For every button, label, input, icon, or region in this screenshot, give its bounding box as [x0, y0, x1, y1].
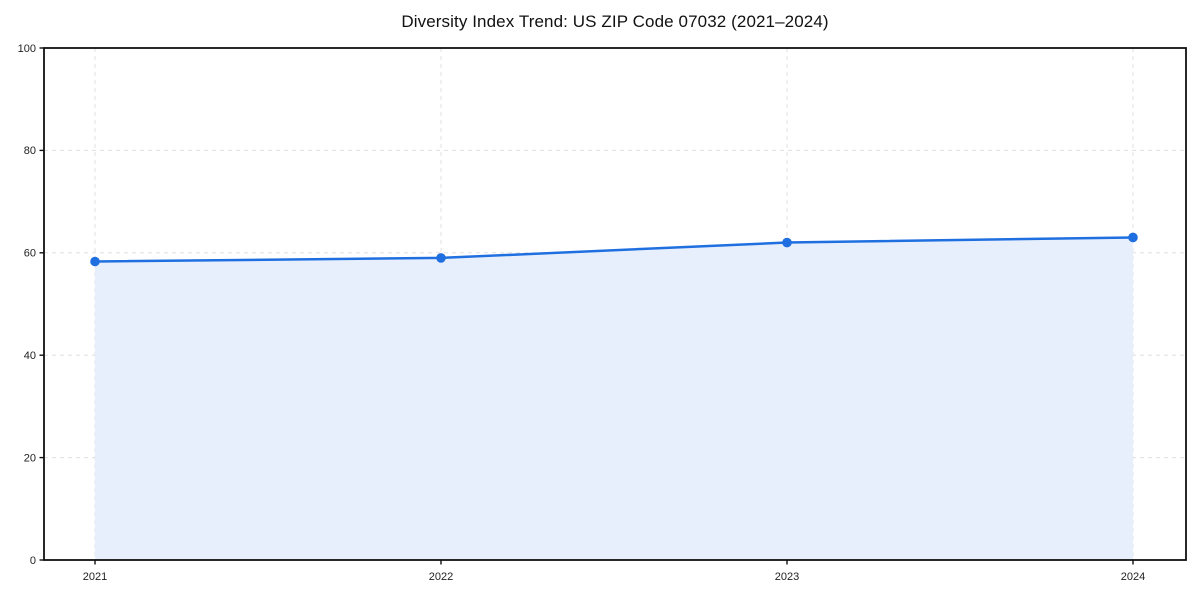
- y-tick-label: 20: [24, 452, 36, 464]
- x-axis: 2021 2022 2023 2024: [83, 560, 1145, 583]
- area-fill: [95, 237, 1133, 560]
- trend-line: [93, 236, 1135, 263]
- data-point-2024: [1128, 232, 1138, 243]
- data-point-2022: [436, 253, 446, 263]
- x-tick-label: 2024: [1121, 571, 1145, 583]
- y-tick-label: 40: [24, 350, 36, 362]
- x-tick-label: 2023: [775, 571, 799, 583]
- y-axis: 0 20 40 60 80 100: [18, 43, 44, 567]
- x-tick-label: 2022: [429, 571, 453, 583]
- y-tick-label: 80: [24, 145, 36, 157]
- chart-title: Diversity Index Trend: US ZIP Code 07032…: [401, 12, 829, 31]
- x-tick-label: 2021: [83, 571, 107, 583]
- data-point-2021: [90, 256, 100, 267]
- y-tick-label: 100: [18, 43, 36, 55]
- data-points: [90, 232, 1138, 267]
- axes-frame: [43, 47, 1187, 561]
- data-point-2023: [782, 237, 792, 248]
- y-tick-label: 60: [24, 248, 36, 260]
- y-tick-label: 0: [30, 555, 36, 567]
